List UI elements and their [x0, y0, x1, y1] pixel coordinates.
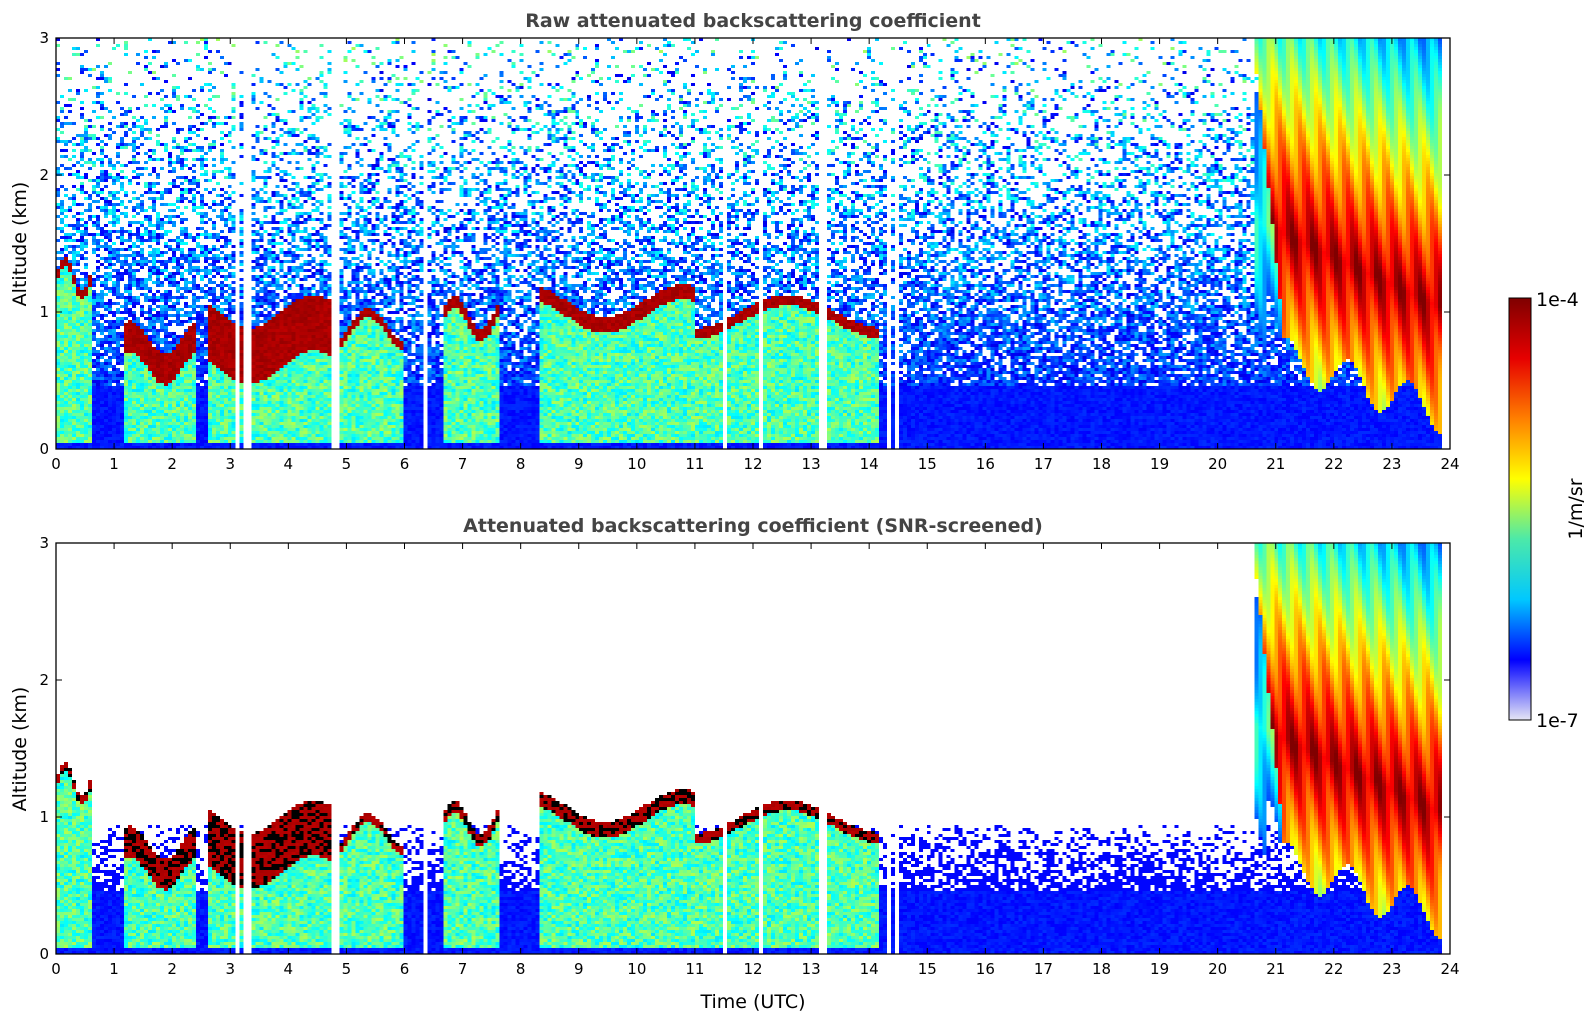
x-tick-label: 7 [458, 960, 468, 978]
x-tick-label: 12 [743, 960, 762, 978]
x-tick-label: 13 [802, 960, 821, 978]
x-tick-label: 0 [51, 455, 61, 473]
colorbar-gradient [1508, 297, 1532, 721]
x-tick-label: 18 [1092, 960, 1111, 978]
x-tick-label: 21 [1266, 960, 1285, 978]
x-axis: 0 1 2 3 4 5 6 7 8 9 10 11 12 13 14 15 16 17 18 19 20 21 22 23 24 [51, 38, 1460, 473]
x-tick-label: 22 [1324, 960, 1343, 978]
colorbar-max-label: 1e-4 [1536, 289, 1579, 311]
y-tick-label: 0 [39, 440, 49, 458]
x-tick-label: 3 [225, 960, 235, 978]
x-tick-label: 4 [284, 455, 294, 473]
y-tick-label: 2 [39, 166, 49, 184]
colorbar: 1e-4 1e-7 1/m/sr [1508, 289, 1587, 732]
x-tick-label: 15 [918, 960, 937, 978]
x-tick-label: 23 [1382, 960, 1401, 978]
panel-title: Raw attenuated backscattering coefficien… [525, 10, 981, 32]
x-tick-label: 2 [167, 960, 177, 978]
x-tick-label: 22 [1324, 455, 1343, 473]
x-tick-label: 0 [51, 960, 61, 978]
x-tick-label: 20 [1208, 960, 1227, 978]
y-tick-label: 2 [39, 671, 49, 689]
x-tick-label: 24 [1440, 455, 1459, 473]
y-tick-label: 1 [39, 808, 49, 826]
x-tick-label: 5 [342, 960, 352, 978]
y-axis-label: Altitude (km) [9, 182, 31, 307]
x-axis-label: Time (UTC) [699, 991, 805, 1013]
x-tick-label: 3 [225, 455, 235, 473]
y-tick-label: 0 [39, 945, 49, 963]
colorbar-unit-label: 1/m/sr [1565, 478, 1587, 539]
x-tick-label: 4 [284, 960, 294, 978]
y-tick-label: 3 [39, 534, 49, 552]
x-tick-label: 6 [400, 960, 410, 978]
x-tick-label: 9 [574, 455, 584, 473]
x-tick-label: 13 [802, 455, 821, 473]
panel-title: Attenuated backscattering coefficient (S… [463, 515, 1043, 537]
x-tick-label: 21 [1266, 455, 1285, 473]
x-tick-label: 10 [627, 455, 646, 473]
x-tick-label: 24 [1440, 960, 1459, 978]
backscatter-heatmap-image [56, 38, 1450, 449]
y-tick-label: 1 [39, 303, 49, 321]
plot-area [56, 543, 1450, 954]
x-tick-label: 8 [516, 455, 526, 473]
x-tick-label: 11 [685, 455, 704, 473]
x-tick-label: 17 [1034, 960, 1053, 978]
x-tick-label: 7 [458, 455, 468, 473]
x-tick-label: 1 [109, 960, 119, 978]
raw-backscatter-panel: Raw attenuated backscattering coefficien… [9, 10, 1460, 473]
x-tick-label: 5 [342, 455, 352, 473]
y-axis-label: Altitude (km) [9, 687, 31, 812]
x-tick-label: 12 [743, 455, 762, 473]
plot-area [56, 38, 1450, 449]
x-tick-label: 19 [1150, 960, 1169, 978]
x-axis: 0 1 2 3 4 5 6 7 8 9 10 11 12 13 14 15 16 17 18 19 20 21 22 23 24 [51, 543, 1460, 978]
x-tick-label: 9 [574, 960, 584, 978]
x-tick-label: 1 [109, 455, 119, 473]
x-tick-label: 16 [976, 455, 995, 473]
x-tick-label: 8 [516, 960, 526, 978]
x-tick-label: 2 [167, 455, 177, 473]
snr-screened-panel: Attenuated backscattering coefficient (S… [9, 515, 1460, 1013]
x-tick-label: 23 [1382, 455, 1401, 473]
x-tick-label: 19 [1150, 455, 1169, 473]
x-tick-label: 14 [860, 960, 879, 978]
x-tick-label: 15 [918, 455, 937, 473]
x-tick-label: 17 [1034, 455, 1053, 473]
colorbar-min-label: 1e-7 [1536, 710, 1579, 732]
y-axis: 0 1 2 3 [39, 29, 1450, 458]
x-tick-label: 10 [627, 960, 646, 978]
x-tick-label: 18 [1092, 455, 1111, 473]
x-tick-label: 11 [685, 960, 704, 978]
x-tick-label: 14 [860, 455, 879, 473]
backscatter-heatmap-image [56, 543, 1450, 954]
y-axis: 0 1 2 3 [39, 534, 1450, 963]
y-tick-label: 3 [39, 29, 49, 47]
x-tick-label: 16 [976, 960, 995, 978]
x-tick-label: 20 [1208, 455, 1227, 473]
x-tick-label: 6 [400, 455, 410, 473]
